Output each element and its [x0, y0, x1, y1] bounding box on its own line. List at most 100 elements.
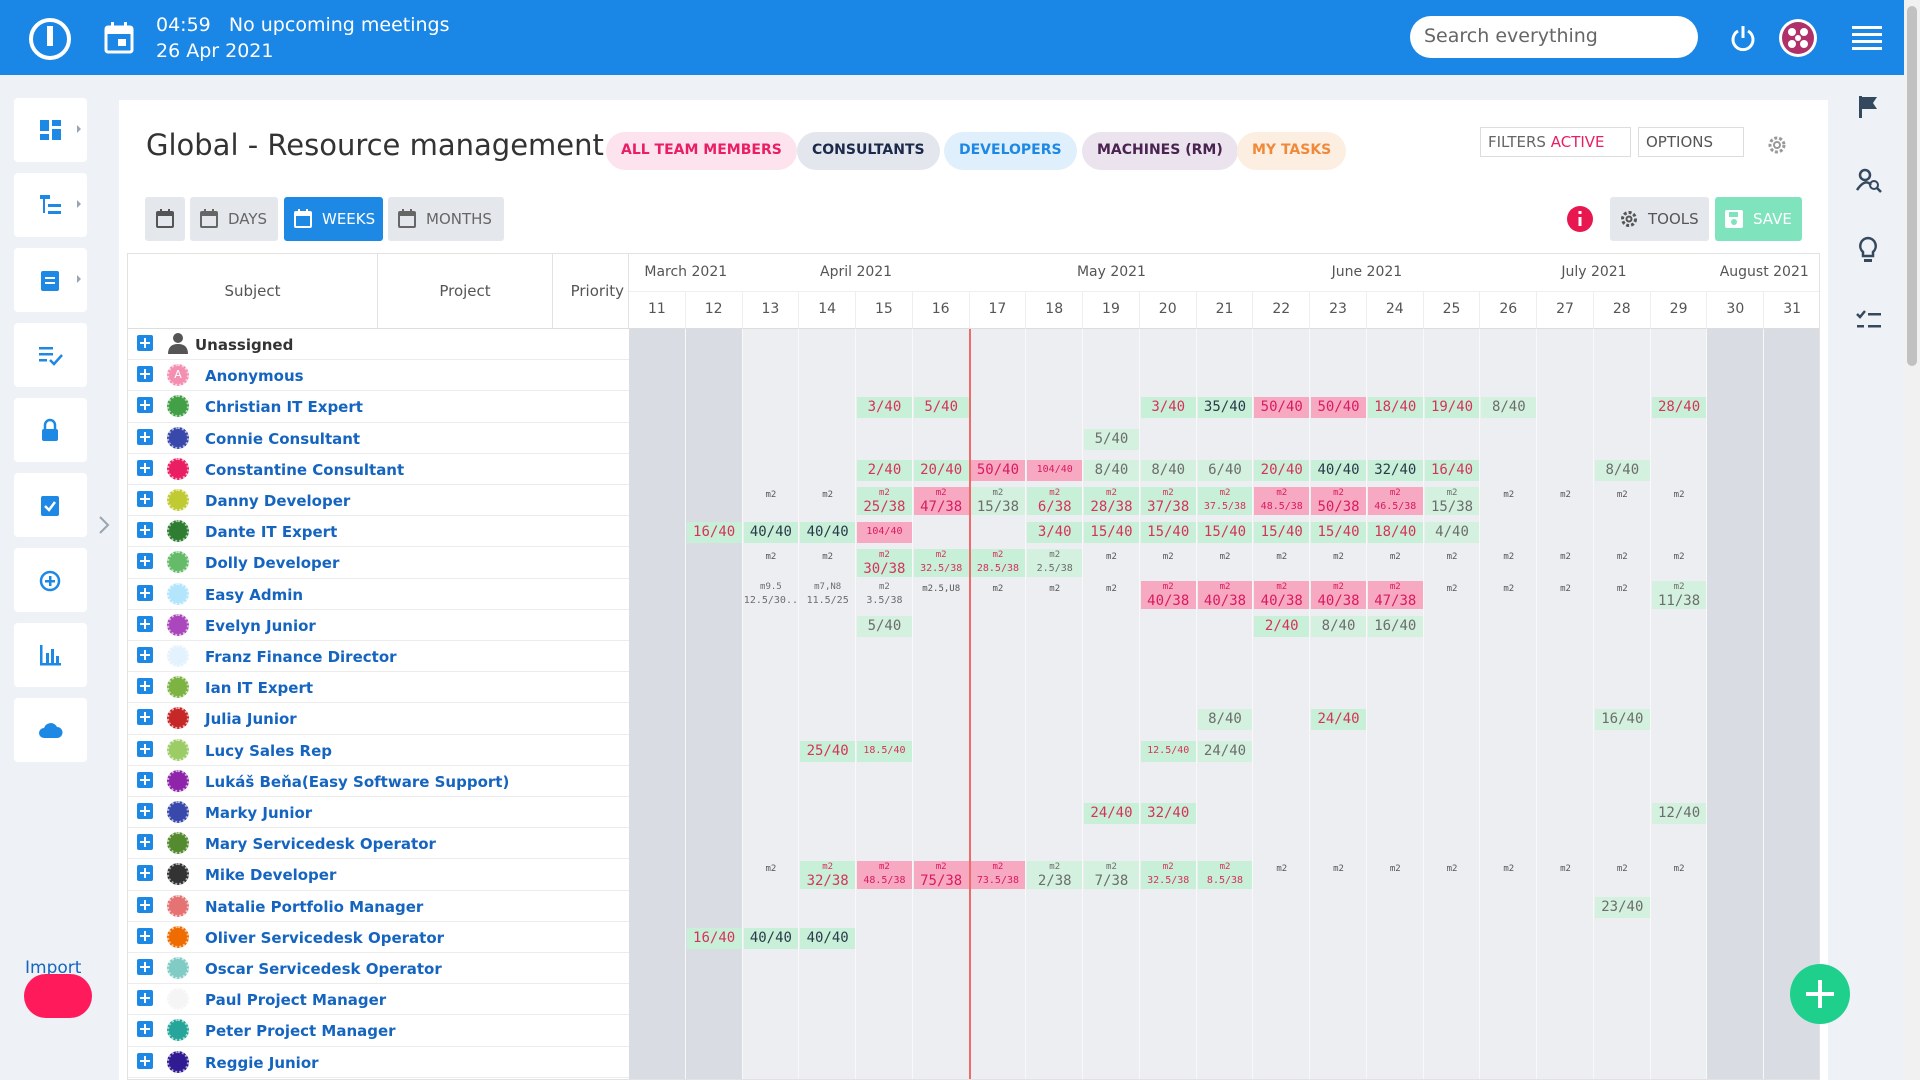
allocation-cell[interactable]: 15/40 [1140, 522, 1196, 544]
filter-pill[interactable]: CONSULTANTS [797, 132, 940, 170]
sidebar-tile[interactable] [14, 623, 87, 687]
allocation-cell[interactable]: 2/40 [1254, 615, 1310, 637]
import-pill[interactable] [24, 974, 92, 1018]
allocation-cell[interactable]: 24/40 [1311, 709, 1366, 731]
expand-button[interactable] [137, 1052, 153, 1069]
row-name[interactable]: Peter Project Manager [205, 1022, 396, 1041]
allocation-cell[interactable]: 8/40 [1594, 459, 1650, 481]
allocation-cell[interactable]: m2 30/38 [857, 549, 912, 578]
allocation-cell[interactable]: m2 15/38 [1424, 487, 1480, 515]
expand-button[interactable] [137, 522, 153, 539]
row-name[interactable]: Julia Junior [205, 710, 297, 729]
row-name[interactable]: Dolly Developer [205, 554, 340, 573]
expand-button[interactable] [137, 771, 153, 788]
allocation-cell[interactable]: m2 32.5/38 [913, 549, 969, 578]
checklist-icon[interactable] [1856, 310, 1882, 332]
allocation-cell[interactable]: m2 40/38 [1254, 580, 1310, 609]
expand-button[interactable] [137, 740, 153, 757]
power-icon[interactable] [1730, 24, 1756, 52]
allocation-cell[interactable]: m2 37/38 [1140, 487, 1196, 515]
allocation-cell[interactable]: m2 40/38 [1197, 580, 1253, 609]
filters-dropdown[interactable]: FILTERS ACTIVE [1480, 127, 1631, 157]
row-name[interactable]: Paul Project Manager [205, 991, 387, 1010]
row-name[interactable]: Mike Developer [205, 866, 337, 885]
sidebar-tile[interactable] [14, 248, 87, 312]
expand-button[interactable] [137, 990, 153, 1007]
allocation-cell[interactable]: 35/40 [1197, 397, 1253, 419]
allocation-cell[interactable]: m2 2.5/38 [1027, 549, 1083, 578]
allocation-cell[interactable]: m2 48.5/38 [857, 861, 912, 890]
allocation-cell[interactable]: 18.5/40 [857, 740, 912, 762]
scrollbar-thumb[interactable] [1907, 6, 1917, 366]
allocation-cell[interactable]: 16/40 [1594, 709, 1650, 731]
row-name[interactable]: Natalie Portfolio Manager [205, 897, 424, 916]
allocation-cell[interactable]: m2 47/38 [1367, 580, 1423, 609]
expand-button[interactable] [137, 959, 153, 975]
allocation-cell[interactable]: 40/40 [743, 522, 799, 544]
allocation-cell[interactable]: 40/40 [800, 927, 856, 949]
tools-button[interactable]: TOOLS [1610, 197, 1709, 241]
allocation-cell[interactable]: m2 37.5/38 [1197, 487, 1253, 515]
expand-button[interactable] [137, 803, 153, 819]
row-name[interactable]: Dante IT Expert [205, 523, 338, 542]
allocation-cell[interactable]: m7,N8 11.5/25 [800, 581, 855, 609]
allocation-cell[interactable]: m2 15/38 [970, 487, 1026, 515]
expand-button[interactable] [137, 366, 153, 383]
expand-button[interactable] [137, 491, 153, 507]
row-name[interactable]: Franz Finance Director [205, 648, 397, 666]
allocation-cell[interactable]: 24/40 [1084, 803, 1139, 824]
allocation-cell[interactable]: 15/40 [1254, 522, 1310, 544]
allocation-cell[interactable]: m2 48.5/38 [1254, 487, 1310, 515]
row-name[interactable]: Reggie Junior [205, 1053, 319, 1072]
scrollbar[interactable] [1904, 0, 1920, 1080]
allocation-cell[interactable]: 104/40 [1027, 459, 1083, 481]
import-label[interactable]: Import [25, 958, 82, 978]
settings-icon[interactable] [1766, 134, 1788, 156]
allocation-cell[interactable]: m2 40/38 [1311, 580, 1366, 609]
allocation-cell[interactable]: m2 25/38 [857, 487, 912, 515]
allocation-cell[interactable]: 19/40 [1424, 397, 1480, 419]
allocation-cell[interactable]: m2 50/38 [1311, 487, 1366, 515]
sidebar-tile[interactable] [14, 323, 87, 387]
allocation-cell[interactable]: m2 47/38 [913, 487, 969, 515]
filter-pill[interactable]: DEVELOPERS [944, 132, 1077, 170]
allocation-cell[interactable]: m2 40/38 [1140, 580, 1196, 609]
row-name[interactable]: Lucy Sales Rep [205, 741, 332, 760]
allocation-cell[interactable]: 15/40 [1197, 522, 1253, 544]
allocation-cell[interactable]: 40/40 [800, 522, 856, 544]
filter-pill[interactable]: MACHINES (RM) [1082, 132, 1238, 170]
filter-pill[interactable]: ALL TEAM MEMBERS [606, 132, 797, 170]
sidebar-tile[interactable] [14, 473, 87, 537]
row-name[interactable]: Lukáš Beňa(Easy Software Support) [205, 772, 510, 791]
row-name[interactable]: Unassigned [195, 336, 294, 354]
expand-button[interactable] [137, 896, 153, 913]
allocation-cell[interactable]: 18/40 [1367, 397, 1423, 419]
allocation-cell[interactable]: m2 32/38 [800, 861, 856, 890]
filter-pill[interactable]: MY TASKS [1237, 132, 1347, 170]
allocation-cell[interactable]: m2 32.5/38 [1140, 861, 1196, 890]
allocation-cell[interactable]: m2 6/38 [1027, 487, 1083, 515]
allocation-cell[interactable]: 3/40 [857, 397, 912, 419]
allocation-cell[interactable]: 18/40 [1367, 522, 1423, 544]
allocation-cell[interactable]: 5/40 [1084, 428, 1139, 450]
allocation-cell[interactable]: 23/40 [1594, 896, 1650, 918]
allocation-cell[interactable]: m2 46.5/38 [1367, 487, 1423, 515]
row-name[interactable]: Marky Junior [205, 804, 313, 822]
flag-icon[interactable] [1856, 94, 1880, 120]
expand-button[interactable] [137, 927, 153, 944]
allocation-cell[interactable]: 6/40 [1197, 459, 1253, 481]
allocation-cell[interactable]: m9.5 12.5/30.. [744, 581, 799, 609]
allocation-cell[interactable]: 20/40 [913, 459, 969, 481]
allocation-cell[interactable]: 8/40 [1197, 709, 1253, 731]
allocation-cell[interactable]: 5/40 [857, 615, 912, 637]
allocation-cell[interactable]: 50/40 [970, 459, 1026, 481]
allocation-cell[interactable]: 5/40 [913, 397, 969, 419]
info-icon[interactable] [1567, 206, 1593, 232]
row-name[interactable]: Ian IT Expert [205, 679, 314, 698]
allocation-cell[interactable]: 12/40 [1651, 803, 1707, 824]
allocation-cell[interactable]: m2 28/38 [1084, 487, 1139, 515]
allocation-cell[interactable]: 16/40 [686, 522, 742, 544]
expand-button[interactable] [137, 553, 153, 570]
allocation-cell[interactable]: 28/40 [1651, 397, 1707, 419]
allocation-cell[interactable]: 12.5/40 [1140, 740, 1196, 762]
